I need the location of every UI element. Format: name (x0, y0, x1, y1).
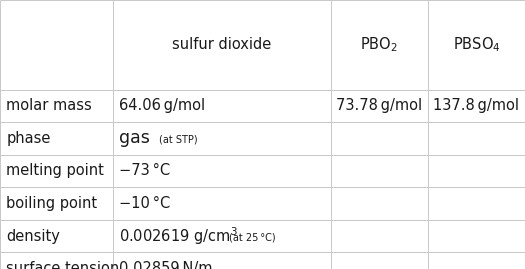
Text: surface tension: surface tension (6, 261, 120, 269)
Text: 137.8 g/mol: 137.8 g/mol (434, 98, 519, 113)
Text: 64.06 g/mol: 64.06 g/mol (119, 98, 205, 113)
Text: molar mass: molar mass (6, 98, 92, 113)
Text: gas: gas (119, 129, 150, 147)
Text: phase: phase (6, 131, 51, 146)
Text: 0.02859 N/m: 0.02859 N/m (119, 261, 213, 269)
Text: melting point: melting point (6, 164, 104, 178)
Text: (at STP): (at STP) (157, 134, 197, 144)
Text: PBSO$_4$: PBSO$_4$ (453, 36, 500, 54)
Text: density: density (6, 229, 60, 243)
Text: −73 °C: −73 °C (119, 164, 170, 178)
Text: PBO$_2$: PBO$_2$ (360, 36, 398, 54)
Text: boiling point: boiling point (6, 196, 98, 211)
Text: 73.78 g/mol: 73.78 g/mol (336, 98, 423, 113)
Text: sulfur dioxide: sulfur dioxide (172, 37, 271, 52)
Text: (at 25 °C): (at 25 °C) (227, 232, 276, 242)
Text: 0.002619 g/cm$^3$: 0.002619 g/cm$^3$ (119, 225, 238, 247)
Text: −10 °C: −10 °C (119, 196, 171, 211)
